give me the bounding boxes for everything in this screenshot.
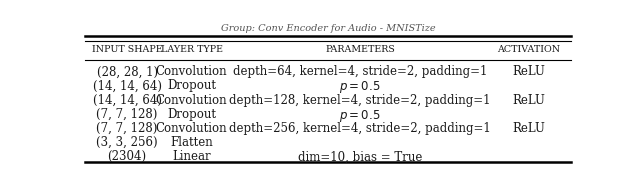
Text: depth=256, kernel=4, stride=2, padding=1: depth=256, kernel=4, stride=2, padding=1 [229,122,491,135]
Text: (7, 7, 128): (7, 7, 128) [97,108,158,121]
Text: (28, 28, 1): (28, 28, 1) [97,65,157,78]
Text: $p = 0.5$: $p = 0.5$ [339,79,381,95]
Text: $p = 0.5$: $p = 0.5$ [339,108,381,124]
Text: ACTIVATION: ACTIVATION [497,45,561,54]
Text: dim=10, bias = True: dim=10, bias = True [298,150,422,163]
Text: (2304): (2304) [108,150,147,163]
Text: PARAMETERS: PARAMETERS [325,45,395,54]
Text: Linear: Linear [172,150,211,163]
Text: Flatten: Flatten [170,136,213,149]
Text: ReLU: ReLU [513,122,545,135]
Text: (3, 3, 256): (3, 3, 256) [96,136,158,149]
Text: Dropout: Dropout [167,79,216,93]
Text: Convolution: Convolution [156,65,227,78]
Text: (14, 14, 64): (14, 14, 64) [93,79,162,93]
Text: ReLU: ReLU [513,94,545,107]
Text: (7, 7, 128): (7, 7, 128) [97,122,158,135]
Text: depth=128, kernel=4, stride=2, padding=1: depth=128, kernel=4, stride=2, padding=1 [230,94,491,107]
Text: depth=64, kernel=4, stride=2, padding=1: depth=64, kernel=4, stride=2, padding=1 [233,65,488,78]
Text: (14, 14, 64): (14, 14, 64) [93,94,162,107]
Text: Convolution: Convolution [156,122,227,135]
Text: INPUT SHAPE: INPUT SHAPE [92,45,163,54]
Text: Convolution: Convolution [156,94,227,107]
Text: Dropout: Dropout [167,108,216,121]
Text: LAYER TYPE: LAYER TYPE [161,45,223,54]
Text: ReLU: ReLU [513,65,545,78]
Text: Group: Conv Encoder for Audio - MNISTize: Group: Conv Encoder for Audio - MNISTize [221,24,435,33]
